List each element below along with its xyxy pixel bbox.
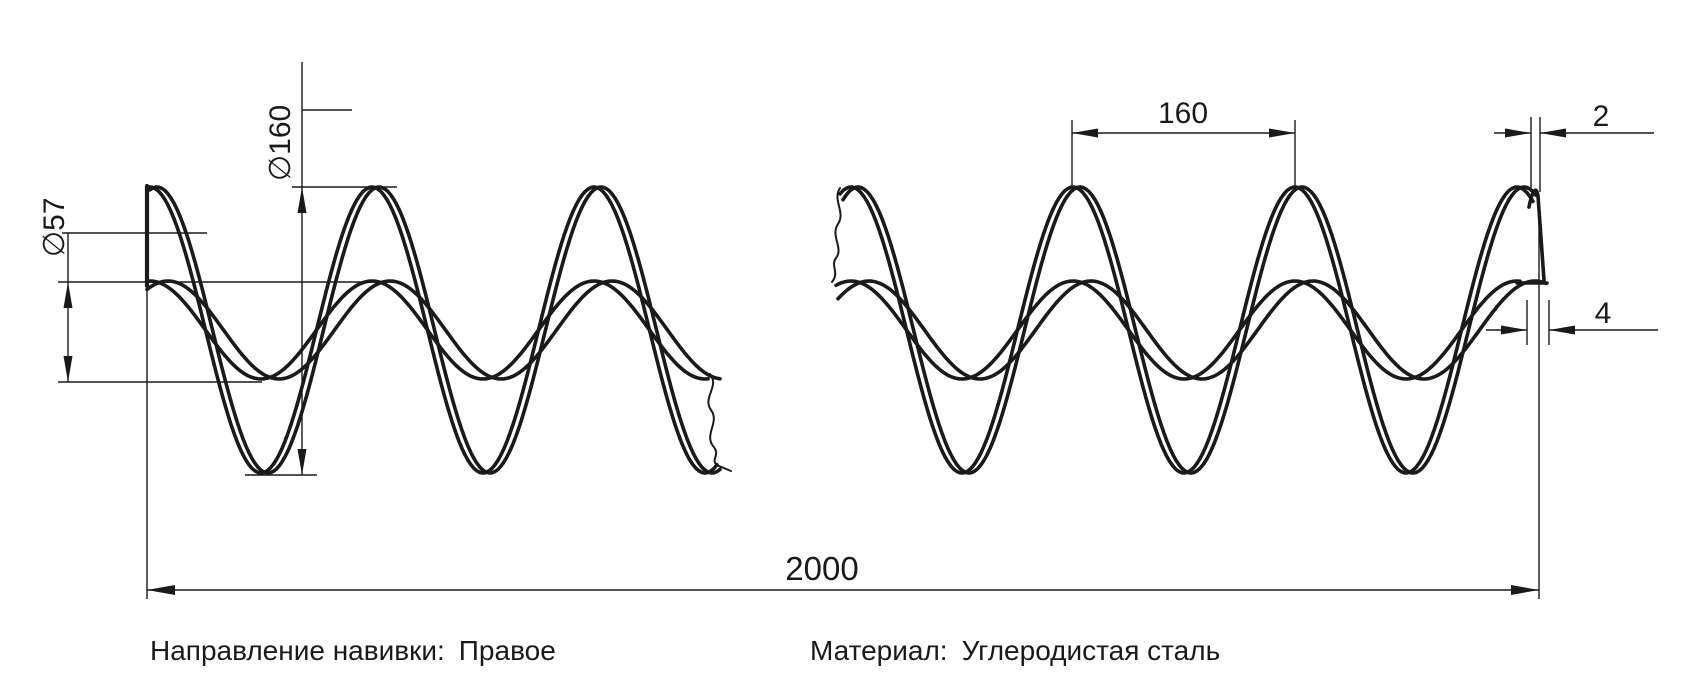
dim-inner-diameter: ∅57 bbox=[38, 197, 362, 383]
drawing-notes: Направление навивки: Правое Материал: Угле… bbox=[150, 635, 1220, 666]
dim-label-outer-diameter: ∅160 bbox=[264, 105, 297, 181]
arrowhead-up bbox=[63, 282, 73, 308]
arrowhead-right bbox=[1505, 128, 1531, 138]
left-inner-front-curve bbox=[145, 279, 710, 381]
dim-inner-edge-thickness: 4 bbox=[1486, 297, 1658, 345]
right-inner-front-curve bbox=[834, 279, 1522, 381]
winding-direction-label: Направление навивки: bbox=[150, 635, 445, 666]
arrowhead-up bbox=[297, 187, 307, 213]
left-break-line bbox=[707, 373, 732, 472]
left-spiral-section bbox=[144, 183, 732, 475]
right-outer-back-curve bbox=[841, 185, 1538, 475]
material-value: Углеродистая сталь bbox=[962, 635, 1221, 666]
arrowhead-right bbox=[1511, 585, 1539, 595]
left-outer-back-curve bbox=[148, 185, 722, 475]
dim-label-outer-edge-thickness: 2 bbox=[1593, 100, 1610, 133]
left-outer-front-curve bbox=[145, 185, 719, 475]
arrowhead-right bbox=[1269, 128, 1295, 138]
arrowhead-left bbox=[1072, 128, 1098, 138]
dim-label-pitch: 160 bbox=[1158, 97, 1208, 130]
dim-label-total-length: 2000 bbox=[785, 550, 858, 587]
right-inner-back-curve bbox=[836, 279, 1548, 381]
winding-direction-value: Правое bbox=[459, 635, 556, 666]
right-end-cut-edge bbox=[1527, 188, 1546, 282]
dim-total-length: 2000 bbox=[146, 196, 1540, 599]
winding-direction-note: Направление навивки: Правое bbox=[150, 635, 556, 666]
dim-pitch: 160 bbox=[1071, 97, 1296, 186]
arrowhead-left bbox=[1540, 128, 1566, 138]
arrowhead-left bbox=[147, 585, 175, 595]
dim-label-inner-edge-thickness: 4 bbox=[1595, 297, 1612, 330]
material-note: Материал: Углеродистая сталь bbox=[810, 635, 1220, 666]
left-inner-back-curve bbox=[145, 279, 722, 381]
dim-label-inner-diameter: ∅57 bbox=[38, 197, 71, 257]
right-outer-front-curve bbox=[838, 185, 1535, 475]
arrowhead-down bbox=[297, 449, 307, 475]
material-label: Материал: bbox=[810, 635, 948, 666]
dim-outer-edge-thickness: 2 bbox=[1494, 100, 1654, 192]
dim-outer-diameter: ∅160 bbox=[245, 62, 397, 476]
arrowhead-right bbox=[1501, 325, 1527, 335]
arrowhead-left bbox=[1549, 325, 1575, 335]
right-break-line bbox=[831, 187, 842, 283]
arrowhead-down bbox=[63, 356, 73, 382]
right-spiral-section bbox=[831, 185, 1549, 475]
